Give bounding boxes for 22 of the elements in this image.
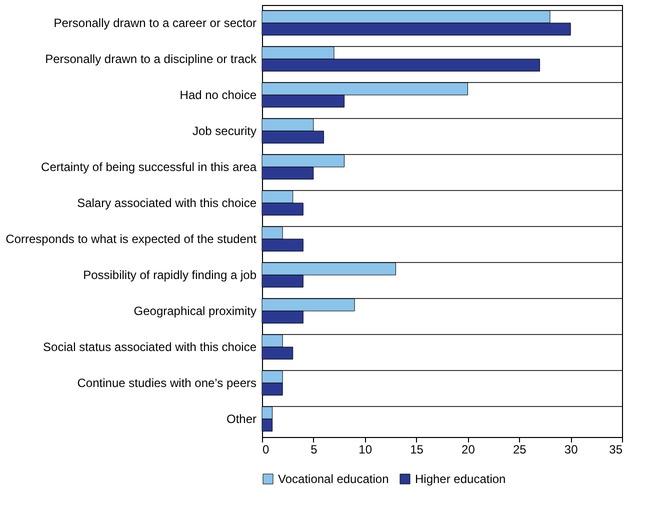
legend-label: Higher education <box>415 472 506 486</box>
x-tick-label: 5 <box>310 442 318 456</box>
y-tick-label: Salary associated with this choice <box>77 196 257 210</box>
y-tick-label: Continue studies with one’s peers <box>77 376 256 390</box>
y-tick-label: Personally drawn to a discipline or track <box>45 52 258 66</box>
x-tick-label: 30 <box>564 442 578 456</box>
x-tick-label: 25 <box>512 442 527 456</box>
y-tick-label: Other <box>226 412 256 426</box>
y-tick-label: Social status associated with this choice <box>43 340 257 354</box>
x-tick-label: 10 <box>358 442 372 456</box>
x-tick-label: 0 <box>262 442 270 456</box>
y-tick-label: Had no choice <box>180 88 257 102</box>
y-tick-label: Certainty of being successful in this area <box>41 160 257 174</box>
x-tick-label: 20 <box>462 442 476 456</box>
x-tick-label: 15 <box>410 442 424 456</box>
y-tick-label: Job security <box>192 124 256 138</box>
y-tick-label: Geographical proximity <box>134 304 256 318</box>
y-tick-label: Corresponds to what is expected of the student <box>6 232 258 246</box>
y-tick-label: Personally drawn to a career or sector <box>54 16 256 30</box>
y-tick-label: Possibility of rapidly finding a job <box>83 268 257 282</box>
x-tick-label: 35 <box>609 442 623 456</box>
legend-label: Vocational education <box>278 472 389 486</box>
